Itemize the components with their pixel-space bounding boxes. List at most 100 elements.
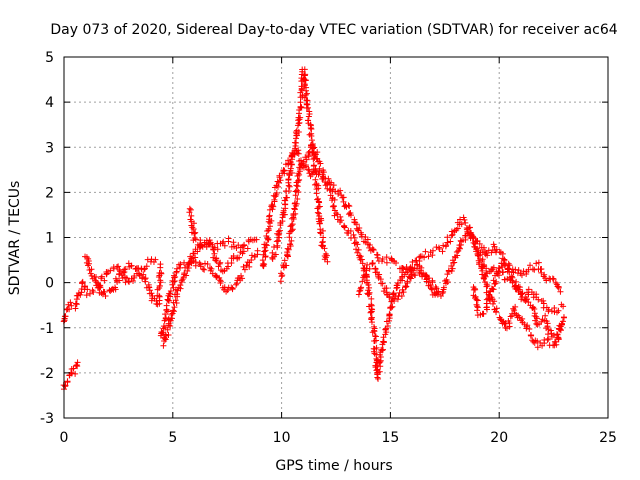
data-point-marker [490, 241, 497, 248]
data-point-marker [306, 111, 313, 118]
data-point-marker [299, 93, 306, 100]
data-point-marker [508, 312, 515, 319]
y-tick-label: -3 [40, 411, 54, 427]
y-tick-label: 2 [45, 185, 54, 201]
data-point-marker [259, 262, 266, 269]
data-point-marker [230, 239, 237, 246]
data-point-marker [285, 246, 292, 253]
data-point-marker [389, 303, 396, 310]
data-point-marker [482, 272, 489, 279]
data-point-marker [281, 211, 288, 218]
data-point-marker [507, 313, 514, 320]
data-point-marker [481, 275, 488, 282]
data-point-marker [74, 363, 81, 370]
data-point-marker [191, 230, 198, 237]
data-point-marker [192, 236, 199, 243]
data-point-marker [506, 262, 513, 269]
data-point-marker [294, 122, 301, 129]
data-point-marker [283, 262, 290, 269]
data-point-marker [395, 280, 402, 287]
data-point-marker [532, 317, 539, 324]
data-point-marker [545, 306, 552, 313]
y-tick-label: 0 [45, 276, 54, 292]
data-point-marker [474, 252, 481, 259]
data-point-marker [449, 265, 456, 272]
data-point-marker [177, 282, 184, 289]
data-point-marker [121, 266, 128, 273]
data-point-marker [350, 231, 357, 238]
data-point-marker [531, 305, 538, 312]
data-point-marker [260, 251, 267, 258]
data-point-marker [526, 326, 533, 333]
data-point-marker [367, 309, 374, 316]
data-point-marker [448, 263, 455, 270]
data-point-marker [331, 212, 338, 219]
data-point-marker [66, 306, 73, 313]
data-point-marker [86, 290, 93, 297]
data-point-marker [284, 245, 291, 252]
data-point-marker [525, 266, 532, 273]
data-point-marker [279, 272, 286, 279]
data-point-marker [379, 347, 386, 354]
data-point-marker [160, 323, 167, 330]
data-point-marker [102, 292, 109, 299]
data-point-marker [447, 238, 454, 245]
data-point-marker [115, 263, 122, 270]
data-point-marker [314, 155, 321, 162]
data-point-marker [186, 209, 193, 216]
data-point-marker [308, 137, 315, 144]
data-point-marker [107, 267, 114, 274]
data-point-marker [533, 313, 540, 320]
data-point-marker [379, 341, 386, 348]
data-point-marker [553, 331, 560, 338]
data-point-marker [359, 278, 366, 285]
data-point-marker [515, 267, 522, 274]
data-point-marker [330, 202, 337, 209]
data-point-marker [466, 224, 473, 231]
data-point-marker [518, 296, 525, 303]
data-point-marker [371, 328, 378, 335]
data-point-marker [554, 331, 561, 338]
data-point-marker [311, 181, 318, 188]
data-point-marker [236, 254, 243, 261]
data-point-marker [316, 203, 323, 210]
data-point-marker [317, 215, 324, 222]
data-point-marker [143, 263, 150, 270]
data-point-marker [217, 280, 224, 287]
data-point-marker [196, 242, 203, 249]
y-axis-label: SDTVAR / TECUs [7, 181, 23, 296]
data-point-marker [436, 245, 443, 252]
data-point-marker [306, 170, 313, 177]
data-point-marker [513, 278, 520, 285]
data-point-marker [492, 308, 499, 315]
data-point-marker [480, 310, 487, 317]
data-point-marker [275, 237, 282, 244]
data-point-marker [83, 292, 90, 299]
data-point-marker [190, 250, 197, 257]
data-point-marker [192, 229, 199, 236]
data-point-marker [287, 241, 294, 248]
data-point-marker [377, 354, 384, 361]
data-point-marker [295, 129, 302, 136]
data-point-marker [363, 271, 370, 278]
y-tick-label: 4 [45, 95, 54, 111]
data-point-marker [544, 323, 551, 330]
series-track-j [355, 224, 565, 351]
data-point-marker [173, 300, 180, 307]
data-point-marker [240, 263, 247, 270]
data-point-marker [266, 213, 273, 220]
data-point-marker [410, 267, 417, 274]
data-point-marker [225, 238, 232, 245]
data-point-marker [73, 300, 80, 307]
data-point-marker [312, 151, 319, 158]
data-point-marker [534, 344, 541, 351]
data-point-marker [276, 227, 283, 234]
data-point-marker [475, 261, 482, 268]
data-point-marker [483, 304, 490, 311]
data-point-marker [288, 237, 295, 244]
data-point-marker [453, 249, 460, 256]
data-point-marker [523, 325, 530, 332]
data-point-marker [449, 231, 456, 238]
data-point-marker [483, 283, 490, 290]
